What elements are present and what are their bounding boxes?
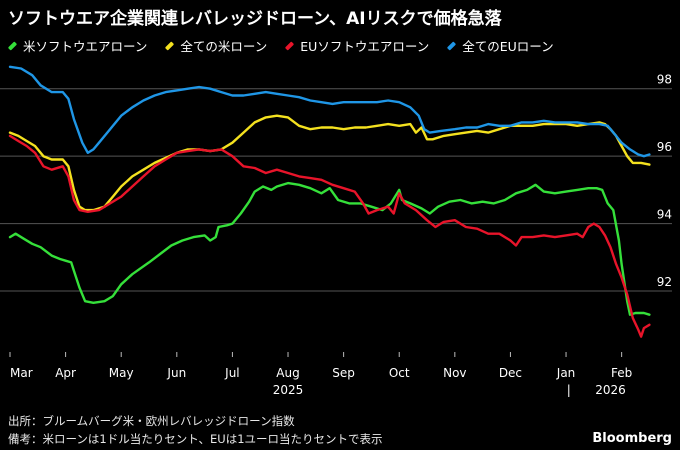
legend: 米ソフトウエアローン 全ての米ローン EUソフトウエアローン 全てのEUローン	[7, 36, 554, 55]
x-tick-label: Nov	[443, 366, 466, 380]
x-tick-label: Jun	[166, 366, 186, 380]
series-lines	[8, 65, 651, 338]
legend-label-eu-all: 全てのEUローン	[462, 39, 554, 54]
year-separator: |	[567, 383, 571, 397]
series-line-1	[8, 114, 651, 212]
bloomberg-logo: Bloomberg	[592, 431, 672, 446]
y-tick-label: 94	[657, 208, 672, 222]
x-tick-label: May	[109, 366, 134, 380]
source-note: 出所：ブルームバーグ米・欧州レバレッジドローン指数	[8, 414, 295, 428]
y-tick-label: 96	[657, 140, 672, 154]
y-tick-label: 92	[657, 275, 672, 289]
x-tick-label: Apr	[55, 366, 76, 380]
x-tick-label: Jan	[556, 366, 576, 380]
x-tick-label: Dec	[499, 366, 522, 380]
series-line-3	[8, 65, 651, 158]
x-tick-label: Mar	[10, 366, 33, 380]
legend-label-eu-software: EUソフトウエアローン	[300, 39, 430, 54]
year-label: 2026	[595, 383, 626, 397]
grid-lines	[0, 88, 672, 292]
legend-item-eu-all: 全てのEUローン	[447, 36, 554, 55]
year-label: 2025	[273, 383, 304, 397]
x-tick-label: Jul	[224, 366, 239, 380]
x-tick-label: Feb	[611, 366, 632, 380]
legend-label-us-all: 全ての米ローン	[180, 39, 268, 54]
series-line-0	[8, 181, 651, 316]
legend-item-eu-software: EUソフトウエアローン	[285, 36, 429, 55]
x-tick-label: Sep	[332, 366, 355, 380]
x-tick-label: Oct	[389, 366, 410, 380]
y-tick-label: 98	[657, 73, 672, 87]
legend-item-us-all: 全ての米ローン	[165, 36, 267, 55]
legend-label-us-software: 米ソフトウエアローン	[23, 39, 148, 54]
chart-title: ソフトウエア企業関連レバレッジドローン、AIリスクで価格急落	[8, 9, 502, 29]
legend-item-us-software: 米ソフトウエアローン	[7, 36, 148, 55]
x-tick-label: Aug	[276, 366, 299, 380]
y-axis-ticks: 92 94 96 98	[657, 73, 672, 289]
remark-note: 備考：米ローンは1ドル当たりセント、EUは1ユーロ当たりセントで表示	[8, 432, 383, 446]
x-axis-ticks: Mar Apr May Jun Jul Aug Sep Oct Nov Dec Jan Feb 2025…	[9, 352, 632, 397]
series-line-2	[8, 134, 651, 338]
